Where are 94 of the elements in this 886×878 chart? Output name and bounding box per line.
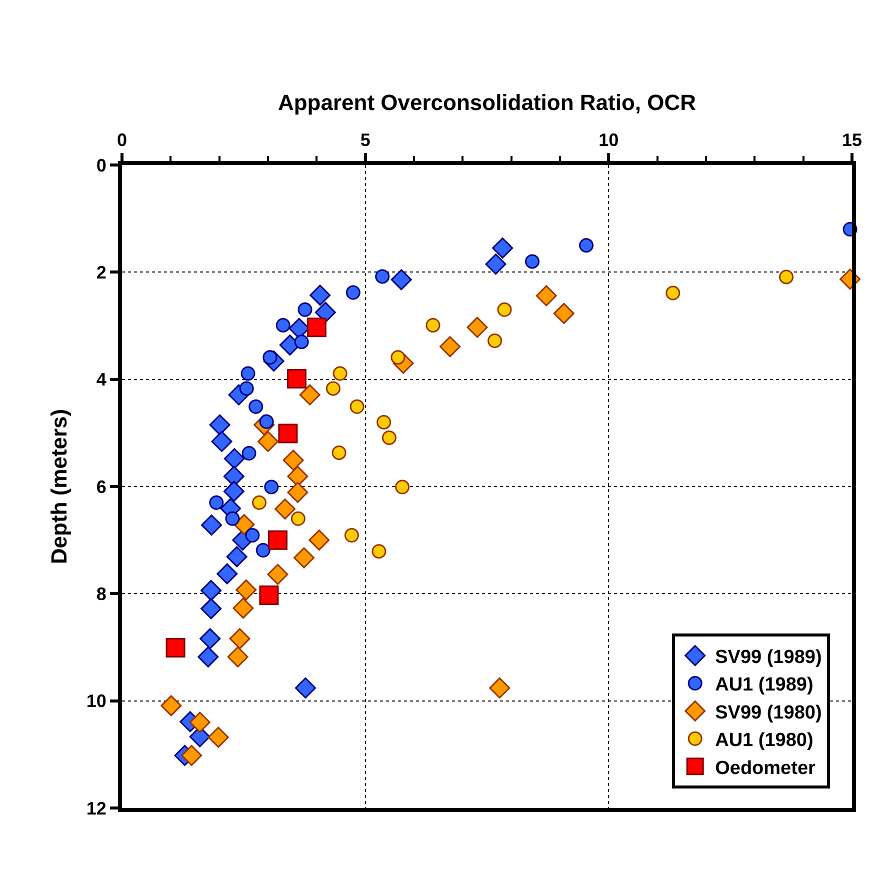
point [268,530,288,550]
legend-label: AU1 (1980) [715,730,814,752]
x-axis-title: Apparent Overconsolidation Ratio, OCR [278,90,696,116]
point [314,302,336,323]
point [298,302,312,317]
point [282,450,304,471]
point [252,495,266,510]
point [666,286,680,300]
point [426,318,440,332]
point [553,302,574,324]
y-tick-label: 6 [96,476,106,497]
point [256,543,270,558]
point [306,318,326,338]
y-tick-label: 2 [96,262,106,282]
point [492,238,514,259]
point [579,238,594,253]
y-tick-label: 12 [86,798,106,818]
point [350,399,364,414]
x-tick-label: 15 [842,130,862,150]
point [326,381,340,396]
point [390,269,412,290]
point [372,544,386,559]
y-axis-title: Depth (meters) [46,408,72,564]
point [208,726,229,748]
point [332,445,346,460]
point [166,638,186,658]
point [229,628,250,650]
point [198,646,219,668]
point [375,269,390,284]
point [536,285,557,306]
y-tick-label: 10 [86,691,106,712]
point [779,270,794,284]
point [209,414,230,436]
point [242,446,256,461]
point [200,598,222,620]
point [332,366,348,381]
point [227,646,248,668]
point [294,547,315,568]
point [160,695,182,716]
point [276,318,290,332]
point [239,381,254,396]
point [245,528,260,543]
point [299,384,320,406]
point [226,546,248,568]
point [489,677,510,698]
y-tick-label: 8 [96,584,106,604]
point [225,511,240,526]
point [382,430,396,445]
y-tick-label: 4 [96,370,106,390]
point [278,424,298,444]
point [211,430,232,452]
point [488,334,502,348]
point [308,530,330,551]
legend-label: SV99 (1980) [715,702,822,724]
point [181,744,202,766]
point [259,586,279,606]
point [267,564,288,585]
legend-label: Oedometer [715,758,816,779]
point [189,712,210,733]
point [264,480,279,494]
point [395,480,410,494]
point [344,528,359,543]
point [440,336,461,358]
point [274,498,296,520]
point [376,414,392,430]
point [294,677,316,698]
point [248,399,264,414]
point [525,254,540,269]
point [258,430,278,452]
point [346,285,360,300]
point [290,511,306,526]
point [310,284,331,306]
point [224,448,245,470]
point [201,514,222,536]
legend-label: AU1 (1989) [715,674,814,696]
legend-label: SV99 (1989) [715,646,822,668]
y-tick-label: 0 [96,155,106,176]
point [466,316,488,338]
point [200,628,221,650]
point [286,369,306,389]
point [232,598,254,619]
point [209,495,224,510]
point [216,563,238,584]
point [485,254,506,275]
point [294,334,309,350]
point [497,302,512,317]
point [223,480,244,502]
x-tick-label: 5 [360,130,370,150]
point [287,482,308,503]
x-tick-label: 10 [598,130,619,150]
point [240,366,256,381]
point [200,580,222,601]
point [236,579,257,600]
x-tick-label: 0 [116,130,128,150]
